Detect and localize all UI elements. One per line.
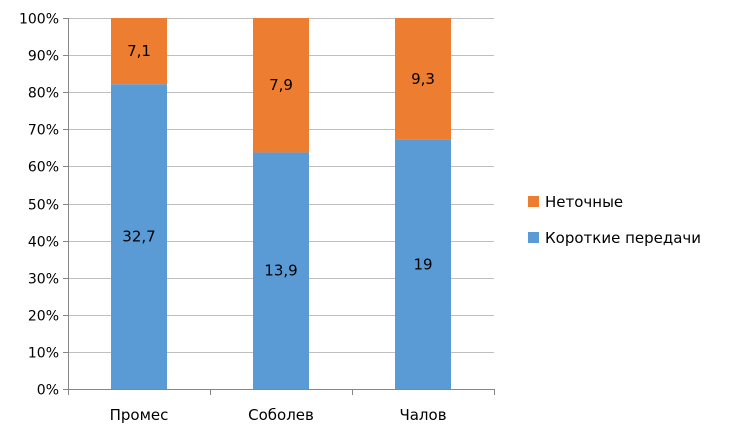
y-tick-label-10: 100% xyxy=(19,12,59,28)
legend: Неточные Короткие передачи xyxy=(528,193,701,247)
legend-swatch-короткие-передачи xyxy=(528,232,539,243)
legend-label-короткие-передачи: Короткие передачи xyxy=(545,229,701,247)
y-tick-label-4: 40% xyxy=(28,235,59,251)
data-label-короткие-передачи-1: 13,9 xyxy=(264,262,297,280)
x-category-label-1: Соболев xyxy=(248,406,314,424)
y-tick-label-0: 0% xyxy=(37,383,59,399)
y-tick-label-1: 10% xyxy=(28,346,59,362)
y-tick-label-3: 30% xyxy=(28,272,59,288)
bar-короткие-передачи-1 xyxy=(253,152,309,389)
bars xyxy=(111,18,451,390)
x-category-label-2: Чалов xyxy=(399,406,446,424)
legend-swatch-неточные xyxy=(528,196,539,207)
y-tick-label-8: 80% xyxy=(28,86,59,102)
axes: 0% 10% 20% 30% 40% 50% 60% 70% 80% 90% 100% Промес С… xyxy=(19,12,495,424)
data-labels: 32,7 7,1 13,9 7,9 19 9,3 xyxy=(122,42,435,280)
bar-короткие-передачи-0 xyxy=(111,84,167,390)
legend-label-неточные: Неточные xyxy=(545,193,623,211)
y-tick-label-7: 70% xyxy=(28,123,59,139)
y-tick-label-6: 60% xyxy=(28,160,59,176)
bar-неточные-2 xyxy=(395,18,451,140)
y-tick-label-5: 50% xyxy=(28,198,59,214)
data-label-неточные-1: 7,9 xyxy=(269,76,293,94)
bar-неточные-0 xyxy=(111,18,167,85)
data-label-короткие-передачи-2: 19 xyxy=(413,255,432,273)
data-label-короткие-передачи-0: 32,7 xyxy=(122,228,155,246)
bar-неточные-1 xyxy=(253,18,309,153)
x-category-label-0: Промес xyxy=(110,406,169,424)
y-tick-label-2: 20% xyxy=(28,309,59,325)
data-label-неточные-2: 9,3 xyxy=(411,70,435,88)
data-label-неточные-0: 7,1 xyxy=(127,42,151,60)
y-tick-label-9: 90% xyxy=(28,49,59,65)
bar-короткие-передачи-2 xyxy=(395,139,451,389)
